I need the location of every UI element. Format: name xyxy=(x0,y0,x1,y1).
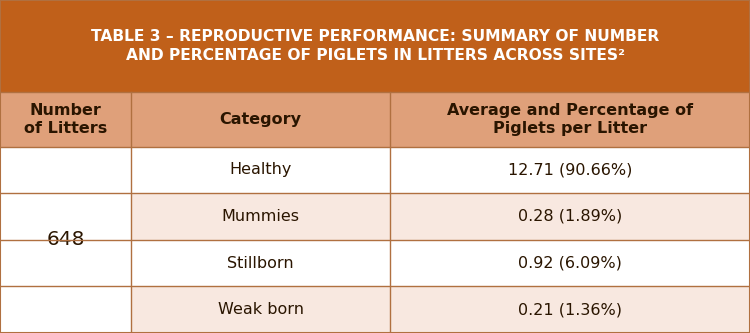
Text: Healthy: Healthy xyxy=(230,162,292,177)
Text: Mummies: Mummies xyxy=(222,209,299,224)
Text: Stillborn: Stillborn xyxy=(227,255,294,271)
Bar xyxy=(0,193,131,240)
Bar xyxy=(390,92,750,147)
Bar xyxy=(390,240,750,286)
Text: Number
of Litters: Number of Litters xyxy=(24,103,107,136)
Text: 648: 648 xyxy=(46,230,85,249)
Text: Category: Category xyxy=(220,112,302,127)
Bar xyxy=(131,147,390,193)
Text: 0.92 (6.09%): 0.92 (6.09%) xyxy=(518,255,622,271)
Bar xyxy=(0,92,131,147)
Bar xyxy=(390,193,750,240)
Bar xyxy=(0,286,131,333)
Bar xyxy=(390,286,750,333)
Bar xyxy=(0,147,131,193)
Bar xyxy=(0,240,131,286)
Text: 12.71 (90.66%): 12.71 (90.66%) xyxy=(508,162,632,177)
Bar xyxy=(0,0,750,92)
Text: 0.28 (1.89%): 0.28 (1.89%) xyxy=(518,209,622,224)
Bar xyxy=(131,193,390,240)
Text: TABLE 3 – REPRODUCTIVE PERFORMANCE: SUMMARY OF NUMBER
AND PERCENTAGE OF PIGLETS : TABLE 3 – REPRODUCTIVE PERFORMANCE: SUMM… xyxy=(91,29,659,63)
Bar xyxy=(390,147,750,193)
Text: 0.21 (1.36%): 0.21 (1.36%) xyxy=(518,302,622,317)
Bar xyxy=(131,240,390,286)
Text: Weak born: Weak born xyxy=(217,302,304,317)
Text: Average and Percentage of
Piglets per Litter: Average and Percentage of Piglets per Li… xyxy=(447,103,693,136)
Bar xyxy=(131,286,390,333)
Bar xyxy=(131,92,390,147)
